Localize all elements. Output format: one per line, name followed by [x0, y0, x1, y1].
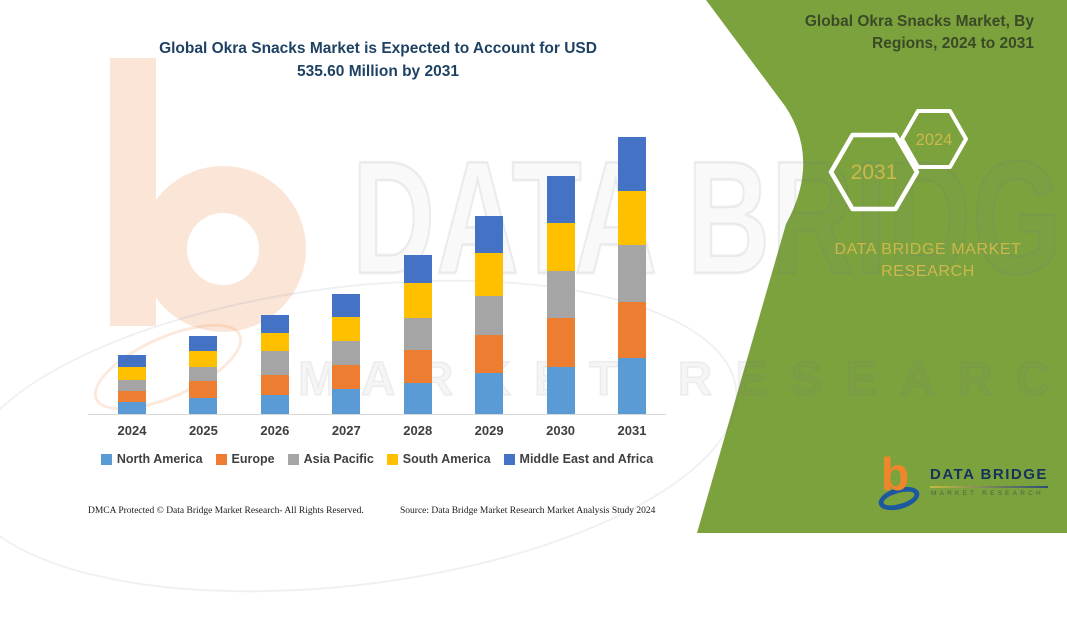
bar-segment	[118, 367, 146, 380]
legend-swatch-icon	[215, 453, 227, 465]
hexagon-2031: 2031	[828, 132, 920, 212]
bar-segment	[332, 389, 361, 414]
bar-segment	[618, 191, 646, 245]
legend-item: Middle East and Africa	[503, 452, 654, 466]
legend-label: Asia Pacific	[303, 452, 374, 466]
bar-segment	[260, 351, 289, 375]
legend-item: North America	[100, 452, 203, 466]
bar-segment	[546, 318, 575, 367]
bar-column-2026	[260, 315, 289, 414]
hexagon-badges: 2031 2024	[828, 109, 968, 212]
hexagon-2024-label: 2024	[916, 131, 953, 149]
legend-label: Europe	[231, 452, 275, 466]
bar-segment	[332, 317, 361, 341]
bar-segment	[332, 294, 361, 317]
bar-segment	[332, 365, 361, 389]
footer-source-text: Source: Data Bridge Market Research Mark…	[400, 506, 656, 516]
bar-segment	[546, 223, 575, 271]
bar-segment	[546, 367, 575, 414]
bar-segment	[189, 336, 218, 351]
bar-segment	[618, 137, 646, 191]
bar-segment	[403, 283, 432, 318]
legend-item: Europe	[215, 452, 275, 466]
legend-swatch-icon	[287, 453, 299, 465]
bar-segment	[118, 355, 146, 367]
x-axis-label: 2026	[260, 423, 290, 438]
legend-swatch-icon	[503, 453, 515, 465]
logo-brand-text: DATA BRIDGE	[930, 466, 1048, 488]
bar-segment	[475, 216, 504, 253]
bar-segment	[260, 395, 289, 414]
x-axis-label: 2027	[331, 423, 361, 438]
bar-segment	[403, 255, 432, 283]
plot-area	[88, 120, 666, 415]
logo-sub-text: MARKET RESEARCH	[931, 490, 1044, 497]
bar-segment	[475, 335, 504, 373]
bar-segment	[403, 383, 432, 414]
bar-segment	[546, 271, 575, 318]
bar-segment	[189, 351, 218, 367]
legend-item: South America	[386, 452, 491, 466]
legend: North America Europe Asia Pacific South Ame…	[70, 452, 684, 466]
side-panel-background	[697, 0, 1067, 533]
hexagon-2031-label: 2031	[851, 161, 898, 184]
hexagon-2024: 2024	[900, 109, 968, 169]
bar-segment	[546, 176, 575, 223]
side-panel-title: Global Okra Snacks Market, By Regions, 2…	[804, 13, 1034, 53]
bar-segment	[118, 402, 146, 414]
x-axis-labels: 2024 2025 2026 2027 2028 2029 2030 2031	[88, 423, 666, 441]
dbmr-logo: b DATA BRIDGE MARKET RESEARCH	[875, 451, 1056, 519]
bar-column-2027	[332, 294, 361, 414]
x-axis-label: 2024	[117, 423, 147, 438]
bar-segment	[403, 318, 432, 350]
bar-segment	[618, 358, 646, 414]
bar-segment	[189, 398, 218, 414]
legend-item: Asia Pacific	[287, 452, 374, 466]
bar-column-2024	[118, 355, 146, 414]
x-axis-label: 2030	[546, 423, 576, 438]
bar-segment	[475, 253, 504, 296]
legend-swatch-icon	[386, 453, 398, 465]
bar-segment	[475, 296, 504, 335]
bar-column-2025	[189, 336, 218, 414]
bar-segment	[260, 375, 289, 395]
bar-segment	[260, 333, 289, 351]
legend-swatch-icon	[100, 453, 112, 465]
footer-dmca-text: DMCA Protected © Data Bridge Market Rese…	[88, 506, 364, 516]
legend-label: North America	[116, 452, 203, 466]
x-axis-label: 2029	[474, 423, 504, 438]
legend-label: Middle East and Africa	[519, 452, 654, 466]
bar-column-2028	[403, 255, 432, 414]
bar-column-2029	[475, 216, 504, 414]
legend-label: South America	[402, 452, 491, 466]
bar-segment	[618, 302, 646, 358]
bar-segment	[475, 373, 504, 414]
chart-title: Global Okra Snacks Market is Expected to…	[159, 40, 597, 81]
bar-segment	[118, 380, 146, 391]
x-axis-label: 2031	[617, 423, 647, 438]
brand-wordmark: DATA BRIDGE MARKET RESEARCH	[834, 241, 1022, 281]
bar-segment	[403, 350, 432, 383]
bar-segment	[260, 315, 289, 333]
watermark-databridge-text: DATA BRIDGE	[351, 127, 1067, 309]
x-axis-label: 2028	[403, 423, 433, 438]
bar-segment	[189, 381, 218, 398]
bar-segment	[618, 245, 646, 302]
logo-b-icon: b	[881, 448, 910, 500]
bar-segment	[189, 367, 218, 381]
bar-segment	[118, 391, 146, 402]
bar-column-2031	[618, 137, 646, 414]
x-axis-label: 2025	[188, 423, 218, 438]
bar-column-2030	[546, 176, 575, 414]
bar-segment	[332, 341, 361, 365]
